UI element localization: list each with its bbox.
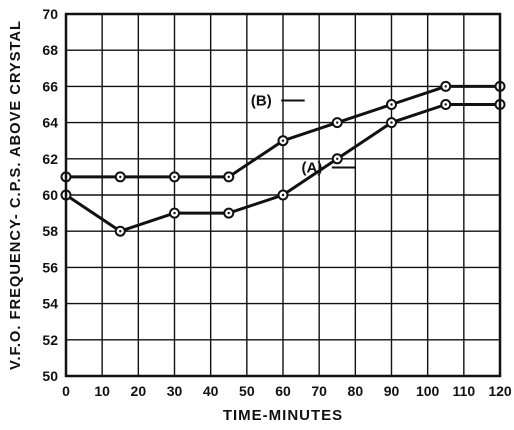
y-tick-label: 54 bbox=[42, 296, 58, 312]
data-point-dot bbox=[336, 157, 339, 160]
y-tick-label: 58 bbox=[42, 223, 58, 239]
y-axis-ticks: 50 52 54 56 58 60 62 64 66 68 70 bbox=[42, 6, 58, 384]
y-tick-label: 60 bbox=[42, 187, 58, 203]
data-point-dot bbox=[119, 175, 122, 179]
x-tick-label: 20 bbox=[131, 383, 147, 399]
series-label-2: (B) bbox=[251, 93, 272, 110]
data-point-dot bbox=[390, 121, 393, 124]
x-tick-label: 100 bbox=[416, 383, 440, 399]
data-point-dot bbox=[444, 85, 447, 88]
x-axis-title: TIME-MINUTES bbox=[223, 407, 343, 424]
y-tick-label: 50 bbox=[42, 368, 58, 384]
y-tick-label: 52 bbox=[42, 332, 58, 348]
data-point-dot bbox=[390, 103, 393, 106]
x-tick-label: 50 bbox=[239, 383, 255, 399]
data-point-dot bbox=[336, 121, 339, 124]
y-tick-label: 66 bbox=[42, 78, 58, 94]
x-tick-label: 30 bbox=[167, 383, 183, 399]
series-label-1: (A) bbox=[302, 160, 323, 177]
data-point-dot bbox=[227, 211, 230, 215]
data-point-dot bbox=[119, 230, 122, 233]
y-tick-label: 62 bbox=[42, 151, 58, 167]
x-tick-label: 90 bbox=[384, 383, 400, 399]
x-tick-label: 10 bbox=[94, 383, 110, 399]
y-tick-label: 56 bbox=[42, 259, 58, 275]
x-axis-ticks: 0 10 20 30 40 50 60 70 80 90 100 110 120 bbox=[62, 383, 512, 399]
data-point-dot bbox=[281, 193, 285, 197]
data-point-dot bbox=[173, 211, 176, 215]
y-tick-label: 64 bbox=[42, 115, 58, 131]
series-markers bbox=[60, 80, 506, 237]
series-labels: (A) (B) bbox=[251, 93, 356, 177]
x-tick-label: 70 bbox=[311, 383, 327, 399]
data-point-dot bbox=[227, 175, 230, 179]
y-axis-title: V.F.O. FREQUENCY- C.P.S. ABOVE CRYSTAL bbox=[7, 20, 24, 370]
plot-frame bbox=[64, 12, 502, 378]
x-tick-label: 0 bbox=[62, 383, 70, 399]
x-tick-label: 120 bbox=[488, 383, 512, 399]
y-tick-label: 68 bbox=[42, 42, 58, 58]
x-tick-label: 110 bbox=[453, 383, 476, 399]
data-point-dot bbox=[444, 103, 447, 106]
x-tick-label: 60 bbox=[275, 383, 291, 399]
data-point-dot bbox=[281, 139, 285, 142]
x-tick-label: 80 bbox=[348, 383, 364, 399]
x-tick-label: 40 bbox=[203, 383, 219, 399]
y-tick-label: 70 bbox=[42, 6, 58, 22]
data-point-dot bbox=[173, 175, 176, 179]
